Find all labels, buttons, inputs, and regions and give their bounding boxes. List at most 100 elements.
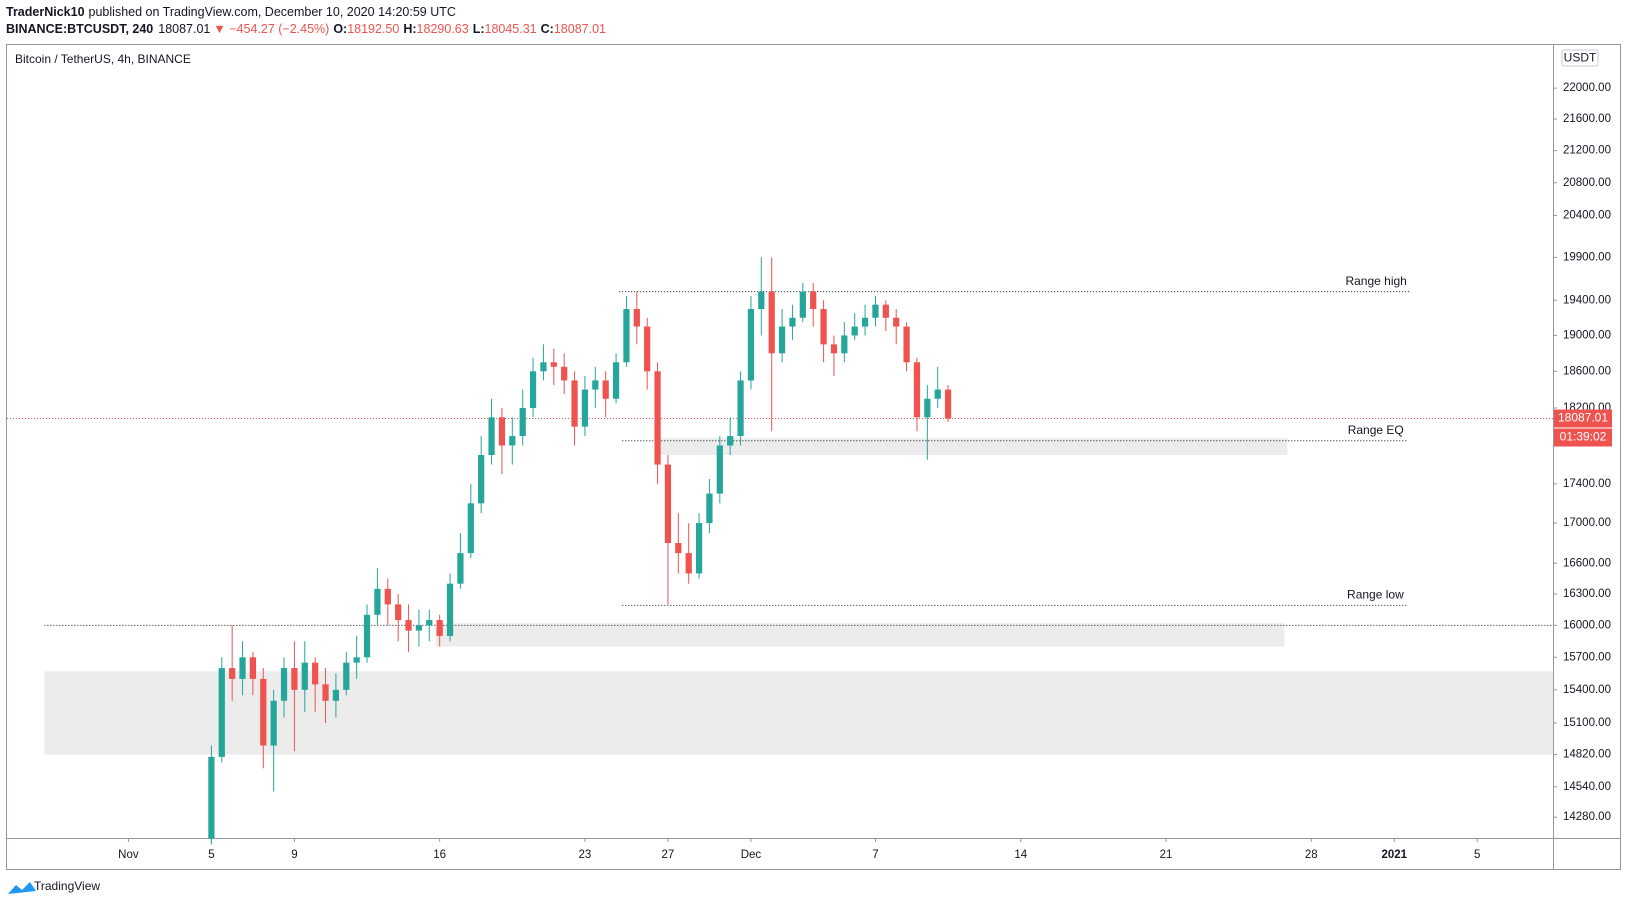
candle-body [633, 309, 640, 327]
y-tick-label: 15700.00 [1563, 651, 1611, 663]
y-tick-label: 14540.00 [1563, 781, 1611, 793]
candle-body [944, 389, 952, 419]
x-tick-label: Dec [741, 849, 762, 861]
candle-body [851, 326, 858, 336]
candle-body [810, 291, 817, 310]
frame [6, 44, 1621, 870]
low-label: L: [473, 22, 485, 36]
footer: TradingView [34, 879, 100, 893]
candle-body [405, 620, 412, 631]
candle-body [581, 389, 589, 427]
candle-body [550, 362, 557, 367]
candle-body [903, 326, 910, 363]
candle-body [706, 493, 713, 524]
candle-body [457, 553, 464, 584]
high: 18290.63 [417, 22, 469, 36]
level-label: Range EQ [1348, 423, 1404, 437]
open-label: O: [333, 22, 347, 36]
y-tick-label: 15100.00 [1563, 717, 1611, 729]
candle-body [249, 657, 257, 679]
x-tick-label: 2021 [1381, 849, 1407, 861]
candle-body [353, 657, 360, 663]
x-tick-label: 14 [1014, 849, 1027, 861]
candle-body [384, 588, 391, 605]
logo [8, 882, 36, 894]
candle-body [561, 366, 568, 381]
candle-body [893, 317, 900, 327]
y-tick-label: 19900.00 [1563, 251, 1611, 263]
x-tick-label: 7 [872, 849, 878, 861]
symbol: BINANCE:BTCUSDT, 240 [6, 22, 153, 36]
candle-body [395, 604, 402, 621]
candle-body [695, 523, 703, 574]
high-label: H: [403, 22, 416, 36]
close-label: C: [541, 22, 554, 36]
candle-body [768, 291, 775, 354]
candle-body [374, 588, 381, 615]
candle-body [529, 371, 537, 409]
candle-body [343, 662, 350, 690]
x-tick-label: 9 [291, 849, 297, 861]
y-tick-label: 20400.00 [1563, 210, 1611, 222]
candle-body [861, 317, 869, 327]
candle-body [778, 326, 786, 354]
close: 18087.01 [554, 22, 606, 36]
candle-body [758, 291, 765, 310]
candle-body [332, 689, 340, 701]
candle-body [789, 317, 796, 327]
x-tick-label: 5 [1474, 849, 1480, 861]
zone [435, 623, 1285, 647]
candle-body [872, 304, 879, 318]
open: 18192.50 [347, 22, 399, 36]
candle-body [799, 291, 806, 318]
candle-body [488, 417, 495, 456]
candle-body [654, 371, 661, 465]
last-price-box [1554, 409, 1612, 428]
candle-body [291, 668, 298, 690]
candle-body [498, 417, 506, 446]
ohlc-line: BINANCE:BTCUSDT, 240 18087.01 ▼ −454.27 (−… [6, 22, 606, 36]
candle-body [280, 668, 288, 701]
x-tick-label: 28 [1305, 849, 1318, 861]
unit-box [1561, 49, 1599, 67]
candle-body [509, 436, 516, 446]
candle-body [644, 326, 651, 372]
candle-body [478, 455, 485, 504]
candle-body [446, 583, 454, 636]
candle-body [260, 678, 267, 746]
y-tick-label: 14280.00 [1563, 811, 1611, 823]
candle-body [571, 380, 578, 427]
candle-body [737, 380, 744, 437]
y-tick-label: 14820.00 [1563, 749, 1611, 761]
last-price-label: 18087.01 [1558, 411, 1608, 425]
last: 18087.01 [158, 22, 210, 36]
candle-body [913, 362, 921, 418]
y-tick-label: 16000.00 [1563, 619, 1611, 631]
author: TraderNick10 [6, 5, 85, 19]
candle-body [592, 380, 599, 390]
candle-body [716, 445, 723, 494]
chart-title: Bitcoin / TetherUS, 4h, BINANCE [15, 52, 191, 66]
candle-body [426, 620, 433, 626]
candle-body [612, 362, 620, 399]
candle-body [820, 309, 827, 345]
candle-body [312, 662, 319, 685]
change: ▼ −454.27 (−2.45%) [213, 22, 329, 36]
x-tick-label: 5 [208, 849, 214, 861]
candle-body [747, 309, 755, 381]
candle-body [685, 553, 692, 574]
candle-body [934, 389, 941, 399]
candle-body [322, 684, 329, 701]
x-tick-label: Nov [118, 849, 139, 861]
y-tick-label: 16600.00 [1563, 557, 1611, 569]
level-label: Range low [1347, 588, 1404, 602]
low: 18045.31 [485, 22, 537, 36]
candle-body [727, 436, 734, 446]
candle-body [623, 309, 630, 363]
candle-body [270, 700, 277, 746]
candle-body [436, 620, 443, 636]
candle-body [602, 380, 609, 399]
candle-body [540, 362, 547, 372]
candle-body [675, 543, 682, 554]
candle-body [830, 344, 838, 354]
